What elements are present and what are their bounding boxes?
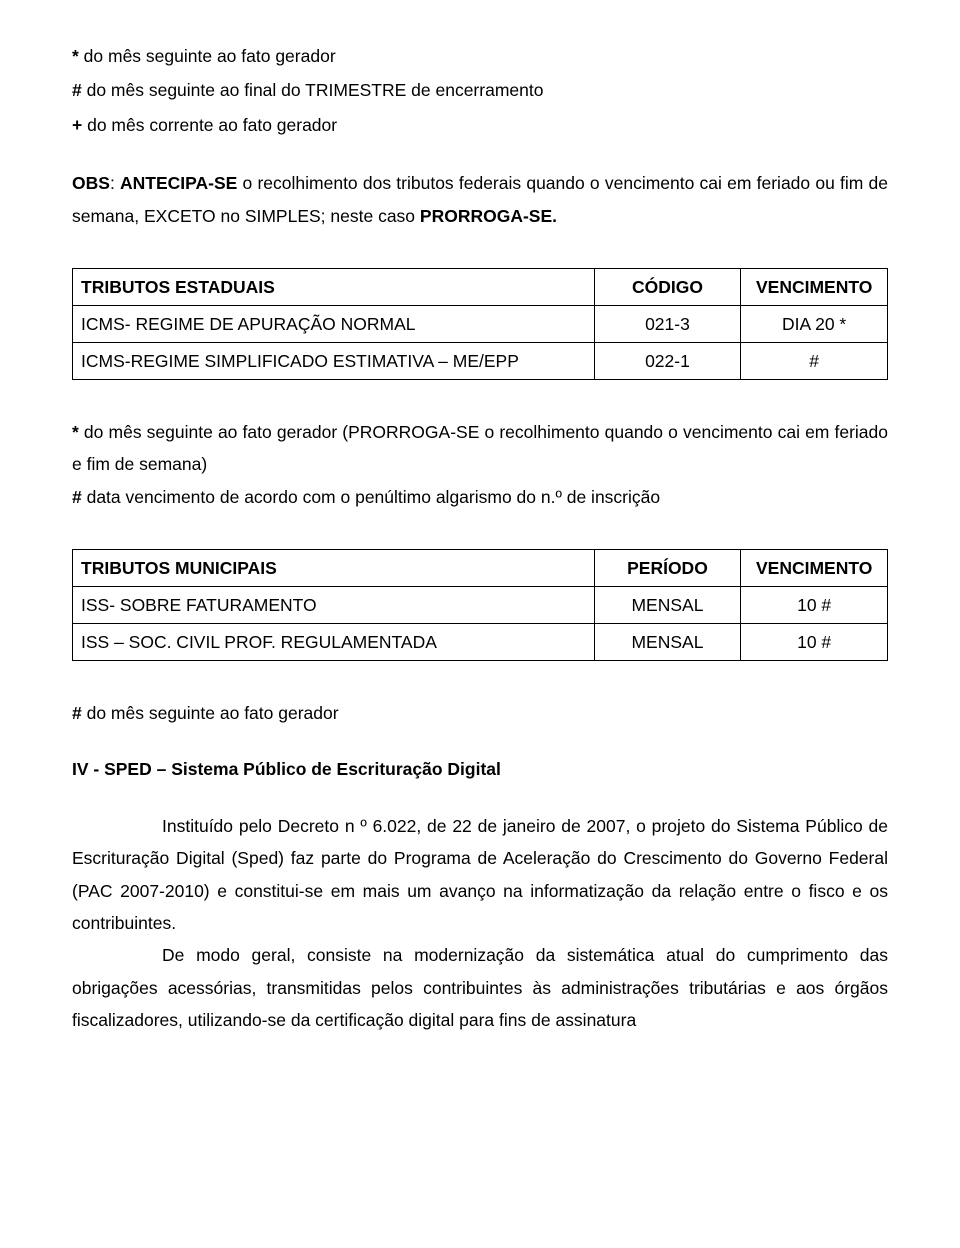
body-paragraph: De modo geral, consiste na modernização … xyxy=(72,939,888,1036)
note-line: # do mês seguinte ao fato gerador xyxy=(72,697,888,729)
table-header-row: TRIBUTOS ESTADUAIS CÓDIGO VENCIMENTO xyxy=(73,268,888,305)
header-cell: CÓDIGO xyxy=(594,268,741,305)
obs-colon: : xyxy=(110,173,120,193)
note-line: + do mês corrente ao fato gerador xyxy=(72,109,888,141)
note-text: data vencimento de acordo com o penúltim… xyxy=(82,487,660,507)
header-cell: TRIBUTOS MUNICIPAIS xyxy=(73,550,595,587)
note-text: do mês seguinte ao final do TRIMESTRE de… xyxy=(82,80,544,100)
page-content: * do mês seguinte ao fato gerador # do m… xyxy=(0,0,960,1076)
header-cell: VENCIMENTO xyxy=(741,268,888,305)
section-heading: IV - SPED – Sistema Público de Escritura… xyxy=(72,753,888,785)
table-tributos-municipais: TRIBUTOS MUNICIPAIS PERÍODO VENCIMENTO I… xyxy=(72,549,888,661)
notes-top: * do mês seguinte ao fato gerador # do m… xyxy=(72,40,888,141)
obs-bold2: PRORROGA-SE. xyxy=(420,206,557,226)
note-text: do mês corrente ao fato gerador xyxy=(82,115,337,135)
header-cell: VENCIMENTO xyxy=(741,550,888,587)
spacer xyxy=(72,143,888,167)
note-text: do mês seguinte ao fato gerador xyxy=(79,46,336,66)
cell-code: MENSAL xyxy=(594,587,741,624)
obs-paragraph: OBS: ANTECIPA-SE o recolhimento dos trib… xyxy=(72,167,888,232)
header-cell: TRIBUTOS ESTADUAIS xyxy=(73,268,595,305)
table-tributos-estaduais: TRIBUTOS ESTADUAIS CÓDIGO VENCIMENTO ICM… xyxy=(72,268,888,380)
obs-label: OBS xyxy=(72,173,110,193)
table-row: ISS- SOBRE FATURAMENTO MENSAL 10 # xyxy=(73,587,888,624)
obs-bold1: ANTECIPA-SE xyxy=(120,173,237,193)
spacer xyxy=(72,513,888,549)
cell-desc: ISS – SOC. CIVIL PROF. REGULAMENTADA xyxy=(73,624,595,661)
body-paragraph: Instituído pelo Decreto n º 6.022, de 22… xyxy=(72,810,888,940)
cell-venc: 10 # xyxy=(741,587,888,624)
note-prefix: * xyxy=(72,46,79,66)
note-line: # data vencimento de acordo com o penúlt… xyxy=(72,481,888,513)
note-prefix: # xyxy=(72,487,82,507)
note-prefix: # xyxy=(72,80,82,100)
spacer xyxy=(72,661,888,697)
spacer xyxy=(72,729,888,753)
note-line: * do mês seguinte ao fato gerador (PRORR… xyxy=(72,416,888,481)
cell-venc: DIA 20 * xyxy=(741,305,888,342)
note-prefix: + xyxy=(72,115,82,135)
table-header-row: TRIBUTOS MUNICIPAIS PERÍODO VENCIMENTO xyxy=(73,550,888,587)
note-line: * do mês seguinte ao fato gerador xyxy=(72,40,888,72)
cell-desc: ICMS-REGIME SIMPLIFICADO ESTIMATIVA – ME… xyxy=(73,342,595,379)
header-cell: PERÍODO xyxy=(594,550,741,587)
spacer xyxy=(72,380,888,416)
spacer xyxy=(72,232,888,268)
cell-desc: ICMS- REGIME DE APURAÇÃO NORMAL xyxy=(73,305,595,342)
note-text: do mês seguinte ao fato gerador xyxy=(82,703,339,723)
cell-desc: ISS- SOBRE FATURAMENTO xyxy=(73,587,595,624)
cell-code: MENSAL xyxy=(594,624,741,661)
table-row: ICMS-REGIME SIMPLIFICADO ESTIMATIVA – ME… xyxy=(73,342,888,379)
note-line: # do mês seguinte ao final do TRIMESTRE … xyxy=(72,74,888,106)
cell-venc: 10 # xyxy=(741,624,888,661)
cell-venc: # xyxy=(741,342,888,379)
cell-code: 021-3 xyxy=(594,305,741,342)
note-prefix: # xyxy=(72,703,82,723)
note-prefix: * xyxy=(72,422,79,442)
note-text: do mês seguinte ao fato gerador (PRORROG… xyxy=(72,422,888,474)
spacer xyxy=(72,786,888,810)
table-row: ICMS- REGIME DE APURAÇÃO NORMAL 021-3 DI… xyxy=(73,305,888,342)
cell-code: 022-1 xyxy=(594,342,741,379)
table-row: ISS – SOC. CIVIL PROF. REGULAMENTADA MEN… xyxy=(73,624,888,661)
